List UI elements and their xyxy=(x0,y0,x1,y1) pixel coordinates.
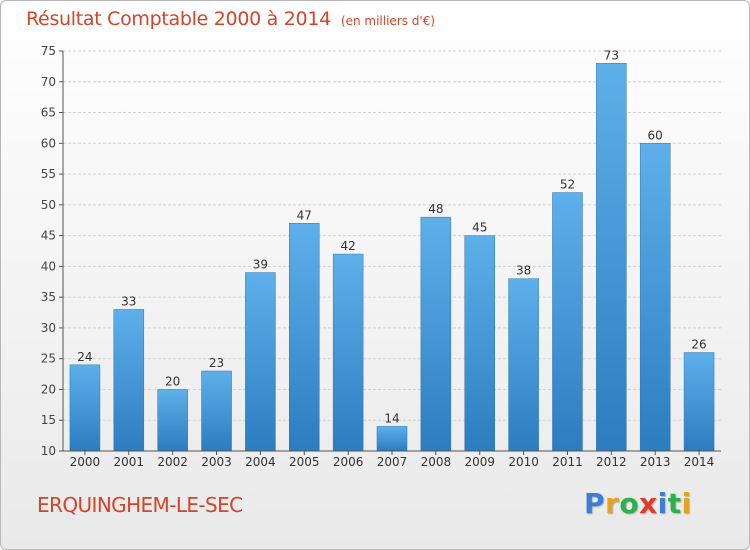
bar-2009 xyxy=(464,235,495,452)
x-tick-label: 2014 xyxy=(684,455,715,469)
data-label: 48 xyxy=(428,202,443,216)
x-tick-label: 2003 xyxy=(201,455,232,469)
y-tick-label: 20 xyxy=(41,382,56,396)
data-label: 60 xyxy=(648,128,663,142)
logo-letter: x xyxy=(639,487,658,520)
data-label: 42 xyxy=(340,239,355,253)
bar-2004 xyxy=(245,272,276,452)
axes: 10 15 20 25 30 35 40 45 50 55 60 65 70 75 2000 2001 2002… xyxy=(41,44,721,469)
y-tick-label: 25 xyxy=(41,352,56,366)
logo-letter: i xyxy=(657,487,668,520)
logo-letter: o xyxy=(619,487,640,520)
y-tick-label: 75 xyxy=(41,44,56,58)
x-tick-label: 2008 xyxy=(421,455,452,469)
data-label: 26 xyxy=(691,338,706,352)
bar-2000 xyxy=(69,364,101,452)
bar-2005 xyxy=(289,223,320,452)
x-tick-label: 2011 xyxy=(552,455,583,469)
x-tick-label: 2004 xyxy=(245,455,276,469)
chart-title: Résultat Comptable 2000 à 2014 (en millie… xyxy=(26,8,435,30)
x-tick-label: 2013 xyxy=(640,455,671,469)
logo-letter: r xyxy=(605,487,620,520)
logo-letter: i xyxy=(681,487,692,520)
y-tick-label: 10 xyxy=(41,444,56,458)
bar-2007 xyxy=(376,426,408,452)
x-tick-label: 2002 xyxy=(157,455,188,469)
y-tick-label: 70 xyxy=(41,75,56,89)
bar-2003 xyxy=(201,370,232,452)
bar-2002 xyxy=(157,389,188,452)
town-name: ERQUINGHEM-LE-SEC xyxy=(37,493,243,517)
data-label: 38 xyxy=(516,264,531,278)
bar-2008 xyxy=(420,216,452,452)
x-tick-label: 2009 xyxy=(464,455,495,469)
bar-2010 xyxy=(508,278,539,452)
x-tick-label: 2005 xyxy=(289,455,320,469)
data-label: 45 xyxy=(472,221,487,235)
bar-2001 xyxy=(113,309,145,452)
x-tick-label: 2006 xyxy=(333,455,364,469)
y-tick-label: 50 xyxy=(41,198,56,212)
data-label: 23 xyxy=(209,356,224,370)
bar-2013 xyxy=(639,143,671,452)
x-tick-label: 2010 xyxy=(508,455,539,469)
y-tick-label: 40 xyxy=(41,259,56,273)
logo-letter: t xyxy=(667,487,682,520)
x-tick-label: 2000 xyxy=(70,455,101,469)
data-label: 39 xyxy=(253,258,268,272)
y-tick-label: 45 xyxy=(41,229,56,243)
data-label: 33 xyxy=(121,294,136,308)
bar-2011 xyxy=(552,192,583,452)
x-tick-label: 2007 xyxy=(377,455,408,469)
title-unit: (en milliers d'€) xyxy=(340,14,436,28)
bar-2012 xyxy=(596,63,627,452)
y-tick-label: 55 xyxy=(41,167,56,181)
title-main: Résultat Comptable 2000 à 2014 xyxy=(26,8,331,30)
proxiti-logo[interactable]: Proxiti xyxy=(584,487,692,520)
y-tick-label: 60 xyxy=(41,136,56,150)
bar-2006 xyxy=(332,253,364,452)
data-label: 52 xyxy=(560,178,575,192)
y-tick-label: 15 xyxy=(41,413,56,427)
y-tick-label: 30 xyxy=(41,321,56,335)
y-tick-label: 65 xyxy=(41,106,56,120)
x-tick-label: 2001 xyxy=(114,455,145,469)
bars: 24 33 20 23 39 47 42 14 48 45 38 52 73 60 26 xyxy=(69,48,715,452)
data-label: 20 xyxy=(165,374,180,388)
data-label: 14 xyxy=(384,411,399,425)
logo-letter: P xyxy=(584,487,606,520)
data-label: 73 xyxy=(604,48,619,62)
data-label: 24 xyxy=(77,350,92,364)
bar-2014 xyxy=(683,352,715,452)
x-tick-label: 2012 xyxy=(596,455,627,469)
y-tick-label: 35 xyxy=(41,290,56,304)
data-label: 47 xyxy=(297,208,312,222)
